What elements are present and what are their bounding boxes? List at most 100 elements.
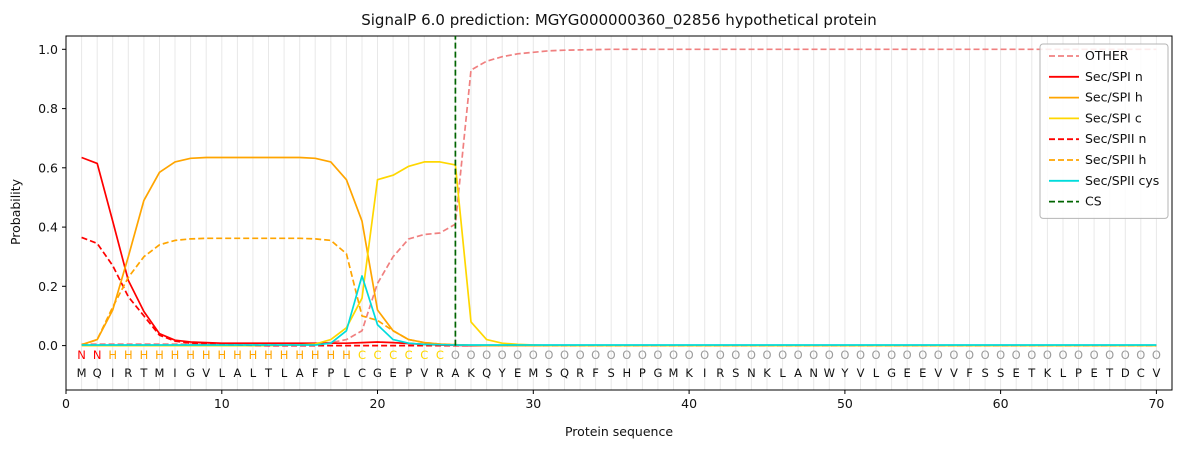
region-letter: O — [638, 348, 647, 362]
sequence-letter: Y — [498, 366, 507, 380]
region-letter: O — [513, 348, 522, 362]
sequence-letter: D — [1121, 366, 1130, 380]
region-letter: O — [949, 348, 958, 362]
region-letter: O — [778, 348, 787, 362]
region-letter: C — [420, 348, 428, 362]
region-letter: O — [451, 348, 460, 362]
sequence-letter: Q — [482, 366, 491, 380]
region-letter: O — [700, 348, 709, 362]
sequence-letter: L — [343, 366, 350, 380]
region-letter: H — [280, 348, 289, 362]
sequence-letter: C — [358, 366, 366, 380]
sequence-letter: K — [763, 366, 771, 380]
legend-label: CS — [1085, 194, 1102, 209]
sequence-letter: C — [1137, 366, 1145, 380]
sequence-letter: P — [639, 366, 646, 380]
region-letter: O — [825, 348, 834, 362]
region-letter: O — [529, 348, 538, 362]
legend-label: Sec/SPI c — [1085, 110, 1142, 125]
series-line-sec-spii-h — [81, 237, 1157, 347]
region-letter: O — [1043, 348, 1052, 362]
region-letter: O — [1027, 348, 1036, 362]
y-tick-label: 0.8 — [38, 101, 58, 116]
legend-label: Sec/SPII h — [1085, 152, 1146, 167]
sequence-letter: K — [467, 366, 475, 380]
region-letter: O — [1058, 348, 1067, 362]
x-tick-label: 30 — [525, 396, 541, 411]
sequence-letter: M — [528, 366, 538, 380]
region-letter: H — [171, 348, 180, 362]
sequence-letter: R — [436, 366, 444, 380]
sequence-letter: T — [139, 366, 148, 380]
sequence-letter: I — [703, 366, 706, 380]
sequence-letter: S — [997, 366, 1004, 380]
region-letter: H — [342, 348, 351, 362]
region-letter: H — [202, 348, 211, 362]
x-tick-label: 70 — [1148, 396, 1164, 411]
sequence-letter: T — [1027, 366, 1036, 380]
region-letter: O — [653, 348, 662, 362]
region-letter: O — [576, 348, 585, 362]
region-letter: O — [1105, 348, 1114, 362]
sequence-letter: G — [186, 366, 195, 380]
region-letter: O — [903, 348, 912, 362]
region-letter: O — [669, 348, 678, 362]
y-tick-label: 1.0 — [38, 42, 58, 57]
sequence-letter: P — [405, 366, 412, 380]
region-letter: C — [436, 348, 444, 362]
sequence-letter: V — [202, 366, 210, 380]
region-letter: O — [544, 348, 553, 362]
sequence-letter: V — [934, 366, 942, 380]
sequence-letter: A — [233, 366, 241, 380]
region-letter: O — [498, 348, 507, 362]
x-tick-label: 50 — [837, 396, 853, 411]
sequence-letter: A — [296, 366, 304, 380]
sequence-letter: E — [919, 366, 926, 380]
region-letter: O — [918, 348, 927, 362]
sequence-letter: S — [732, 366, 739, 380]
sequence-letter: N — [747, 366, 756, 380]
region-letter: O — [747, 348, 756, 362]
region-letter: C — [373, 348, 381, 362]
x-tick-label: 20 — [370, 396, 386, 411]
sequence-letter: M — [77, 366, 87, 380]
region-letter: O — [1012, 348, 1021, 362]
sequence-letter: W — [824, 366, 835, 380]
region-letter: H — [108, 348, 117, 362]
x-tick-label: 60 — [993, 396, 1009, 411]
region-letter: O — [871, 348, 880, 362]
sequence-letter: F — [312, 366, 319, 380]
region-letter: O — [887, 348, 896, 362]
sequence-letter: E — [1013, 366, 1020, 380]
plot-border — [65, 35, 1173, 391]
sequence-letter: Y — [840, 366, 849, 380]
region-letter: O — [965, 348, 974, 362]
region-letter: N — [93, 348, 102, 362]
region-letter: H — [295, 348, 304, 362]
x-tick-label: 40 — [681, 396, 697, 411]
y-tick-label: 0.4 — [38, 220, 58, 235]
sequence-letter: S — [608, 366, 615, 380]
legend-label: Sec/SPI h — [1085, 90, 1143, 105]
sequence-letter: Q — [93, 366, 102, 380]
sequence-letter: K — [1044, 366, 1052, 380]
sequence-letter: V — [950, 366, 958, 380]
sequence-letter: L — [779, 366, 786, 380]
region-letter: H — [326, 348, 335, 362]
region-letter: H — [140, 348, 149, 362]
sequence-letter: F — [592, 366, 599, 380]
sequence-letter: F — [966, 366, 973, 380]
region-letter: O — [1136, 348, 1145, 362]
legend-label: OTHER — [1085, 48, 1129, 63]
sequence-letter: E — [1090, 366, 1097, 380]
legend-label: Sec/SPI n — [1085, 69, 1143, 84]
region-letter: H — [233, 348, 242, 362]
region-letter: O — [482, 348, 491, 362]
series-line-sec-spii-cys — [81, 275, 1157, 346]
sequence-letter: L — [219, 366, 226, 380]
x-tick-label: 0 — [62, 396, 70, 411]
region-letter: H — [311, 348, 320, 362]
region-letter: O — [560, 348, 569, 362]
sequence-letter: G — [373, 366, 382, 380]
